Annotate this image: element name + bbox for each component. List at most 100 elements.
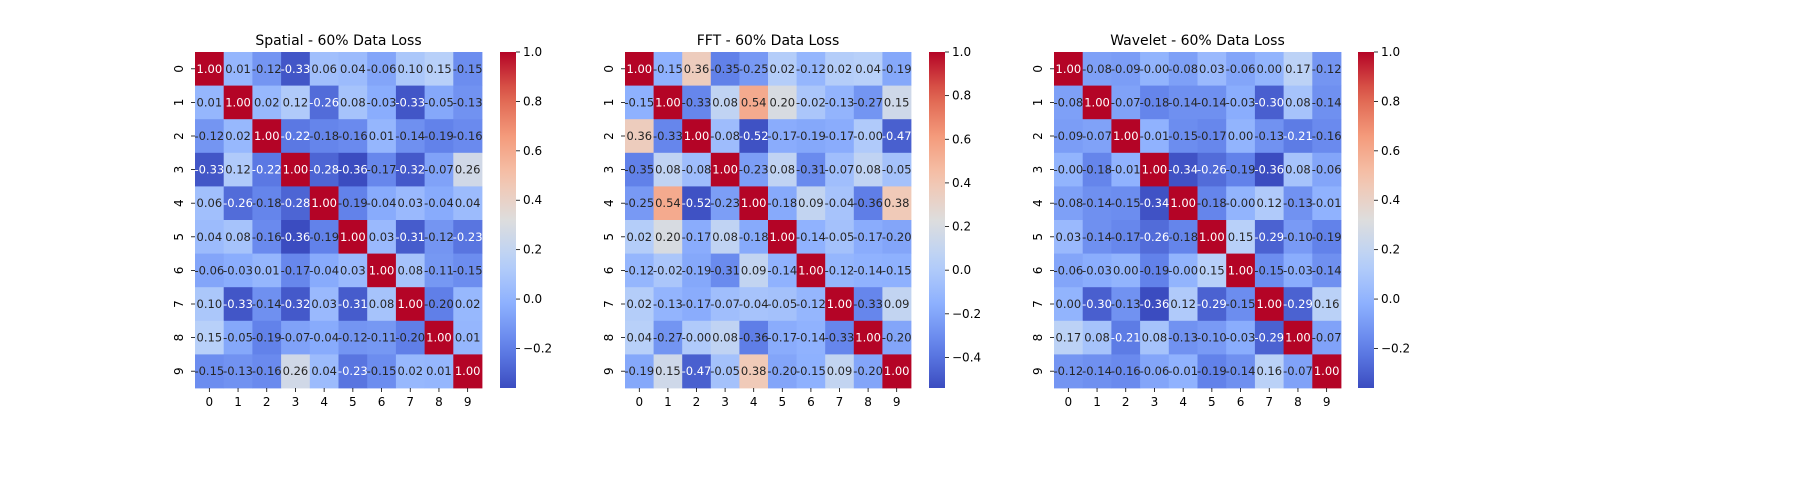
- cell-value-label: -0.18: [1168, 230, 1198, 244]
- cell-value-label: -0.16: [252, 230, 282, 244]
- x-tick-label: 4: [320, 395, 328, 409]
- cell-value-label: 1.00: [1084, 95, 1110, 109]
- cell-value-label: -0.33: [281, 62, 311, 76]
- cell-value-label: -0.13: [453, 95, 483, 109]
- cell-value-label: 1.00: [655, 95, 681, 109]
- heatmap-cell: [195, 186, 225, 221]
- cell-value-label: -0.12: [796, 62, 826, 76]
- cell-value-label: 0.00: [1113, 263, 1139, 277]
- heatmap-cell: [281, 253, 311, 288]
- heatmap-cell: [309, 320, 339, 355]
- heatmap-cell: [1283, 186, 1313, 221]
- cell-value-label: -0.29: [1197, 297, 1227, 311]
- heatmap-cell: [1197, 354, 1227, 389]
- cell-value-label: -0.08: [682, 163, 712, 177]
- cell-value-label: -0.14: [1312, 263, 1342, 277]
- heatmap-cell: [252, 354, 282, 389]
- cell-value-label: -0.06: [1140, 364, 1170, 378]
- heatmap-cell: [367, 52, 397, 86]
- cell-value-label: -0.16: [453, 129, 483, 143]
- cell-value-label: 0.02: [225, 129, 251, 143]
- heatmap-cell: [395, 52, 425, 86]
- heatmap-cell: [1254, 287, 1284, 322]
- y-tick-label: 9: [1031, 367, 1045, 375]
- cell-value-label: -0.23: [710, 196, 740, 210]
- x-tick-label: 2: [693, 395, 701, 409]
- heatmap-cell: [1054, 85, 1084, 120]
- heatmap-cell: [195, 85, 225, 120]
- heatmap-cell: [1197, 152, 1227, 187]
- heatmap-cell: [1312, 186, 1342, 221]
- heatmap-cell: [1111, 287, 1141, 322]
- heatmap-cell: [710, 85, 740, 120]
- heatmap-cell: [453, 354, 483, 389]
- cell-value-label: -0.18: [1082, 163, 1112, 177]
- heatmap-cell: [1140, 253, 1170, 288]
- x-tick-label: 1: [1093, 395, 1101, 409]
- heatmap-cell: [195, 52, 225, 86]
- y-tick-label: 8: [172, 334, 186, 342]
- colorbar-tick-label: 0.6: [952, 132, 971, 146]
- cell-value-label: 1.00: [1285, 331, 1311, 345]
- heatmap-cell: [1197, 52, 1227, 86]
- heatmap-cell: [1226, 85, 1256, 120]
- cell-value-label: -0.36: [739, 331, 769, 345]
- y-tick-label: 4: [172, 199, 186, 207]
- heatmap-cell: [625, 287, 654, 322]
- heatmap-cell: [338, 287, 368, 322]
- cell-value-label: 0.08: [769, 163, 795, 177]
- heatmap-cell: [1197, 253, 1227, 288]
- cell-value-label: 0.15: [197, 331, 223, 345]
- heatmap-cell: [453, 52, 483, 86]
- heatmap-cell: [1054, 253, 1084, 288]
- heatmap-cell: [796, 152, 826, 187]
- cell-value-label: -0.08: [1053, 196, 1083, 210]
- cell-value-label: 0.17: [1285, 62, 1311, 76]
- heatmap-cell: [796, 253, 826, 288]
- cell-value-label: -0.15: [367, 364, 397, 378]
- cell-value-label: 0.38: [741, 364, 767, 378]
- cell-value-label: -0.06: [1312, 163, 1342, 177]
- cell-value-label: -0.06: [1226, 62, 1256, 76]
- heatmap-cell: [682, 320, 712, 355]
- cell-value-label: -0.19: [624, 364, 654, 378]
- colorbar-tick-label: 1.0: [952, 45, 971, 59]
- heatmap-cell: [796, 287, 826, 322]
- heatmap-cell: [710, 52, 740, 86]
- cell-value-label: -0.33: [395, 95, 425, 109]
- heatmap-cell: [796, 220, 826, 254]
- heatmap-cell: [1140, 220, 1170, 254]
- heatmap-cell: [1168, 85, 1198, 120]
- cell-value-label: 1.00: [426, 331, 452, 345]
- cell-value-label: -0.28: [309, 163, 339, 177]
- cell-value-label: -0.26: [1197, 163, 1227, 177]
- heatmap-cell: [195, 119, 225, 154]
- cell-value-label: -0.00: [1168, 263, 1198, 277]
- x-tick-label: 6: [378, 395, 386, 409]
- cell-value-label: 0.00: [1228, 129, 1254, 143]
- colorbar-tick-label: 0.0: [523, 292, 542, 306]
- cell-value-label: -0.32: [395, 163, 425, 177]
- heatmap-cell: [1168, 152, 1198, 187]
- cell-value-label: -0.07: [1082, 129, 1112, 143]
- heatmap-cell: [739, 186, 769, 221]
- cell-value-label: 0.04: [855, 62, 881, 76]
- heatmap-cell: [1197, 186, 1227, 221]
- heatmap-cell: [768, 119, 797, 154]
- colorbar-tick-label: 0.4: [952, 176, 971, 190]
- cell-value-label: -0.15: [796, 364, 826, 378]
- cell-value-label: -0.35: [710, 62, 740, 76]
- heatmap-cell: [710, 186, 740, 221]
- heatmap-cell: [1254, 52, 1284, 86]
- cell-value-label: 0.08: [655, 163, 681, 177]
- cell-value-label: -0.15: [624, 95, 654, 109]
- cell-value-label: -0.05: [710, 364, 740, 378]
- cell-value-label: -0.18: [1140, 95, 1170, 109]
- heatmap-cell: [424, 320, 454, 355]
- heatmap-cell: [309, 119, 339, 154]
- cell-value-label: 0.00: [1256, 62, 1282, 76]
- heatmap-cell: [1283, 52, 1313, 86]
- cell-value-label: -0.02: [653, 263, 683, 277]
- x-tick-label: 9: [1323, 395, 1331, 409]
- heatmap-cell: [1168, 119, 1198, 154]
